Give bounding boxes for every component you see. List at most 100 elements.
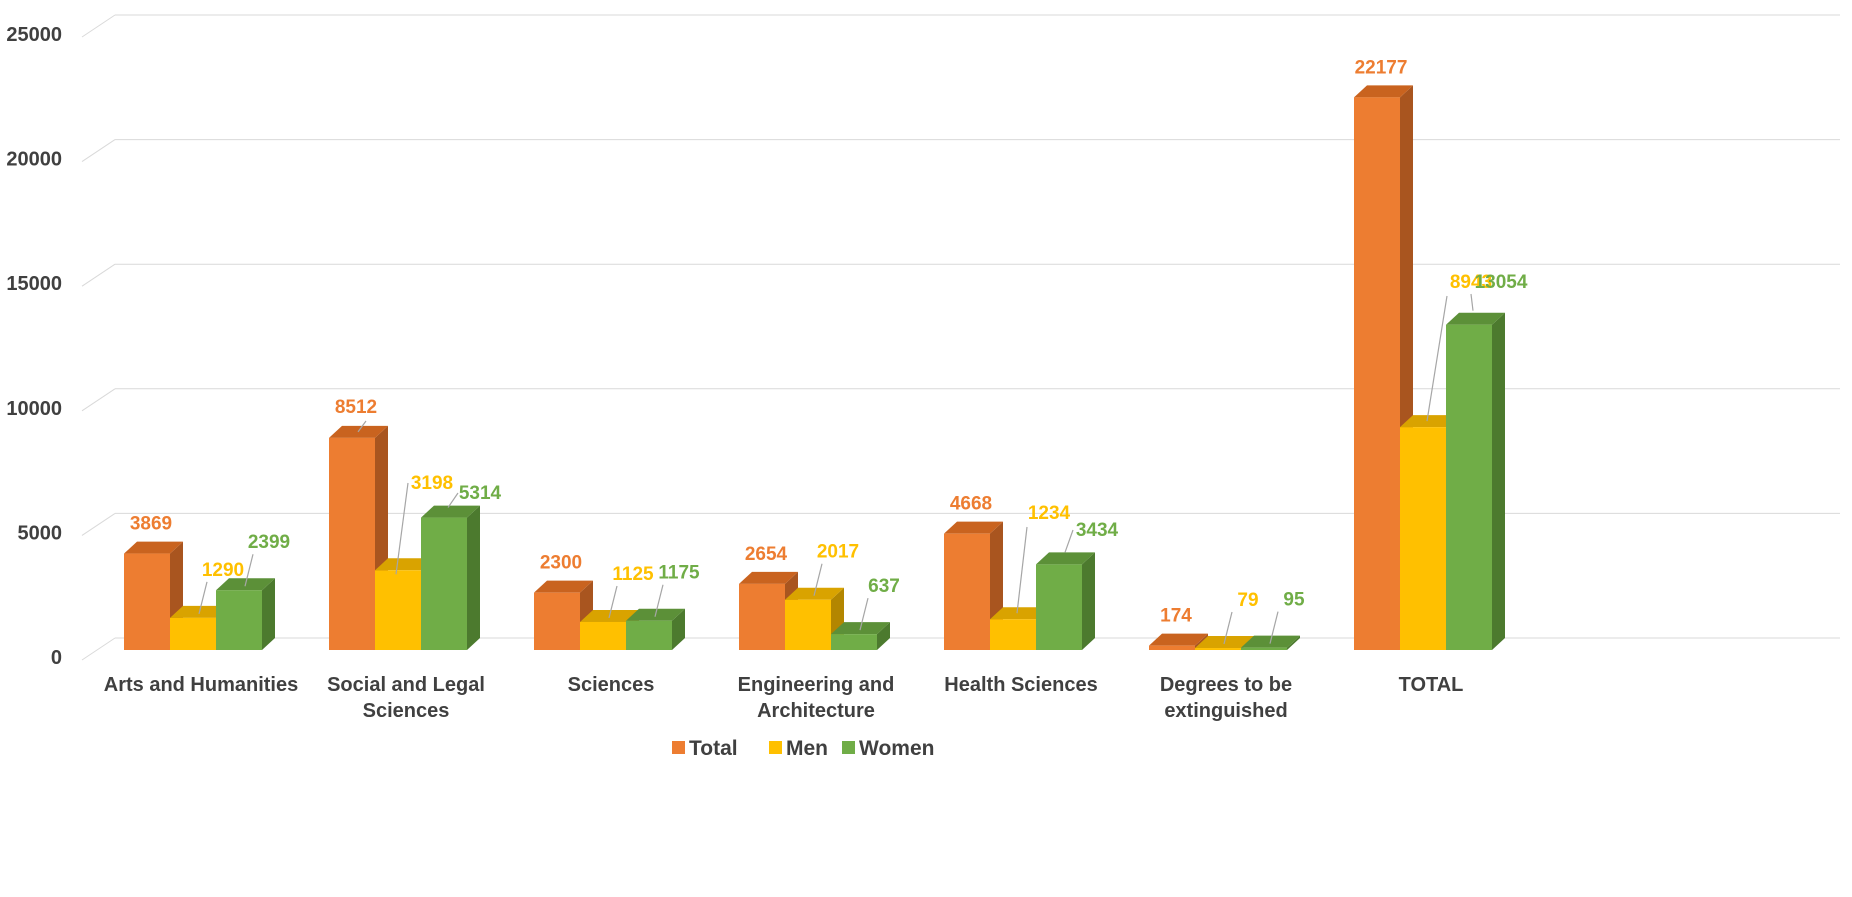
gridline-diagonal	[81, 14, 116, 38]
y-tick-label: 25000	[6, 24, 62, 46]
y-tick-label: 10000	[6, 398, 62, 420]
x-tick-label: Degrees to be	[1160, 674, 1292, 696]
data-label-leader	[1269, 611, 1279, 644]
data-label-leader	[654, 584, 664, 617]
data-label-leader	[1016, 526, 1028, 614]
bar-men	[170, 617, 216, 650]
legend-label-women: Women	[859, 737, 934, 760]
x-tick-label: TOTAL	[1399, 674, 1464, 696]
legend-swatch-men	[769, 741, 782, 754]
bar-women	[216, 590, 262, 650]
gridline-diagonal	[81, 512, 116, 536]
bar-side	[672, 608, 685, 650]
data-label: 5314	[459, 483, 502, 504]
data-label-leader	[859, 597, 869, 631]
bar-men	[580, 621, 626, 650]
x-tick-label: Architecture	[757, 700, 875, 722]
data-label: 2017	[817, 542, 859, 563]
data-label: 1125	[612, 564, 654, 585]
data-label: 637	[868, 576, 900, 597]
bar-women	[831, 634, 877, 650]
data-label: 2399	[248, 532, 290, 553]
data-label-leader	[1064, 529, 1074, 553]
x-tick-label: Social and Legal	[327, 674, 485, 696]
y-tick-label: 0	[51, 647, 62, 669]
data-label: 95	[1283, 590, 1305, 611]
data-label: 13054	[1475, 272, 1528, 293]
bar-women	[1036, 564, 1082, 650]
x-tick-label: Engineering and	[738, 674, 895, 696]
y-tick-label: 5000	[18, 522, 63, 544]
data-label: 22177	[1355, 57, 1408, 78]
gridline-diagonal	[81, 388, 116, 412]
bar-side	[1287, 635, 1300, 650]
bar-women	[421, 517, 467, 650]
gridline-diagonal	[81, 263, 116, 287]
bar-top	[990, 607, 1049, 620]
data-label: 1234	[1028, 503, 1071, 524]
data-label: 3198	[411, 473, 453, 494]
data-label-leader	[357, 420, 367, 433]
bar-men	[1400, 427, 1446, 650]
bar-top	[375, 558, 434, 571]
data-label: 174	[1160, 606, 1192, 627]
data-label-leader	[244, 554, 254, 587]
bar-top	[1446, 312, 1505, 325]
bar-top	[1354, 85, 1413, 98]
data-label-leader	[447, 492, 459, 508]
bar-women	[626, 620, 672, 650]
bar-side	[877, 622, 890, 650]
bar-top	[421, 505, 480, 518]
bar-total	[1354, 97, 1400, 650]
data-label: 4668	[950, 494, 992, 515]
bar-top	[739, 571, 798, 584]
bar-side	[1082, 552, 1095, 650]
bar-total	[739, 583, 785, 650]
y-tick-label: 15000	[6, 273, 62, 295]
data-label: 3869	[130, 514, 172, 535]
gridline-diagonal	[81, 637, 116, 661]
data-label: 8512	[335, 397, 377, 418]
y-tick-label: 20000	[6, 149, 62, 171]
data-label-leader	[1426, 295, 1448, 422]
data-label: 8943	[1450, 272, 1492, 293]
gridline-diagonal	[81, 139, 116, 163]
bar-total	[944, 533, 990, 650]
x-tick-label: Arts and Humanities	[104, 674, 298, 696]
legend-swatch-women	[842, 741, 855, 754]
data-label: 79	[1237, 590, 1258, 611]
x-tick-label: extinguished	[1164, 700, 1287, 722]
legend-label-men: Men	[786, 737, 828, 760]
bar-women	[1446, 324, 1492, 650]
data-label-leader	[608, 585, 618, 619]
bar-side	[262, 578, 275, 650]
bar-top	[1400, 415, 1459, 428]
data-label-leader	[1223, 611, 1233, 645]
data-label-leader	[198, 581, 208, 614]
data-label: 2654	[745, 544, 788, 565]
bar-total	[1149, 645, 1195, 650]
bar-side	[467, 505, 480, 650]
legend-swatch-total	[672, 741, 685, 754]
bar-total	[329, 437, 375, 650]
data-label: 1175	[658, 563, 700, 584]
data-label: 1290	[202, 560, 244, 581]
data-label: 3434	[1076, 520, 1119, 541]
x-tick-label: Sciences	[568, 674, 655, 696]
bar-men	[785, 599, 831, 650]
bar-top	[1149, 633, 1208, 646]
bar-top	[944, 521, 1003, 534]
bar-top	[124, 541, 183, 554]
bar-side	[1492, 312, 1505, 650]
x-tick-label: Health Sciences	[944, 674, 1097, 696]
bar-total	[124, 553, 170, 650]
bar-men	[990, 619, 1036, 650]
x-tick-label: Sciences	[363, 700, 450, 722]
bar-total	[534, 592, 580, 650]
data-label-leader	[1470, 293, 1474, 311]
bar-top	[534, 580, 593, 593]
data-label: 2300	[540, 553, 582, 574]
data-label-leader	[813, 563, 823, 596]
